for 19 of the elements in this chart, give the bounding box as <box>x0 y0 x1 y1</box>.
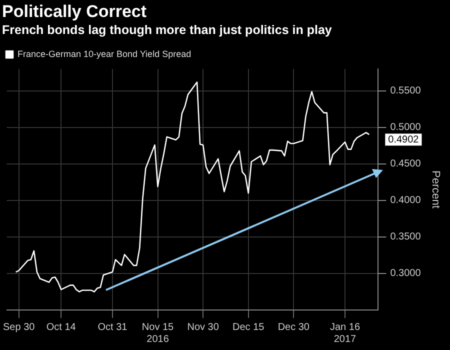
chart-title: Politically Correct <box>2 2 147 22</box>
y-tick-label: 0.3500 <box>390 232 422 243</box>
y-tick-label: 0.4500 <box>390 158 422 170</box>
x-tick-label: Nov 15 2016 <box>142 322 174 345</box>
x-tick-label: Dec 30 <box>278 322 310 333</box>
x-tick-label: Jan 16 2017 <box>330 322 360 345</box>
x-tick-label: Dec 15 <box>232 322 265 333</box>
x-tick-label: Oct 31 <box>98 322 128 333</box>
legend-label: France-German 10-year Bond Yield Spread <box>18 48 192 59</box>
x-tick-label: Nov 30 <box>187 322 220 333</box>
y-tick-label: 0.5000 <box>390 122 422 134</box>
x-tick-label: Sep 30 <box>2 322 36 333</box>
annotation: 0.4902 <box>388 134 420 146</box>
y-tick-label: 0.5500 <box>390 86 422 97</box>
chart-subtitle: French bonds lag though more than just politics in play <box>2 23 332 37</box>
y-tick-label: 0.3000 <box>390 268 422 280</box>
x-tick-label: Oct 14 <box>46 322 76 333</box>
y-axis-title: Percent <box>429 170 442 208</box>
y-tick-label: 0.4000 <box>390 195 422 206</box>
